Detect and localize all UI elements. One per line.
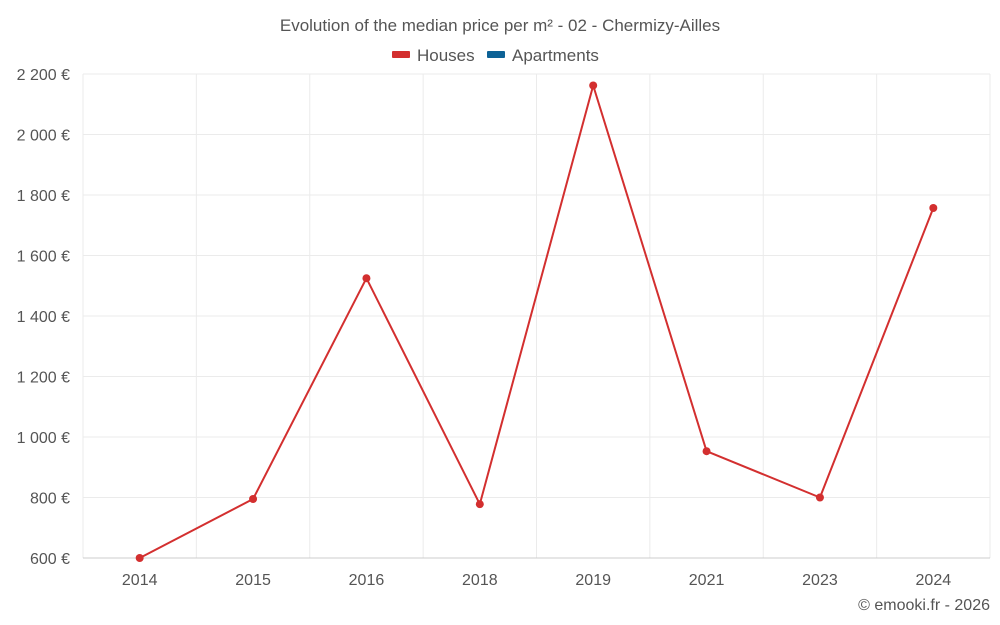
chart-title: Evolution of the median price per m² - 0… — [280, 16, 720, 35]
grid — [82, 73, 991, 558]
y-tick-label: 2 200 € — [17, 67, 70, 84]
legend-label-houses: Houses — [417, 46, 475, 65]
x-tick-label: 2016 — [349, 572, 385, 589]
series-houses — [135, 81, 938, 562]
y-tick-label: 600 € — [30, 551, 70, 568]
y-tick-label: 1 000 € — [17, 430, 70, 447]
y-tick-label: 800 € — [30, 491, 70, 508]
y-axis-ticks: 600 € 800 € 1 000 € 1 200 € 1 400 € 1 600 € 1 … — [17, 67, 70, 568]
y-tick-label: 1 800 € — [17, 188, 70, 205]
legend-swatch-apartments — [487, 51, 505, 58]
credit-text: © emooki.fr - 2026 — [858, 597, 990, 614]
x-tick-label: 2018 — [462, 572, 498, 589]
y-tick-label: 1 600 € — [17, 249, 70, 266]
x-tick-label: 2019 — [575, 572, 611, 589]
legend-item-apartments[interactable]: Apartments — [487, 46, 599, 65]
series-line-houses — [139, 84, 935, 559]
data-point-houses[interactable] — [589, 81, 598, 90]
legend: Houses Apartments — [392, 46, 599, 65]
x-tick-label: 2021 — [689, 572, 725, 589]
data-point-houses[interactable] — [929, 204, 938, 213]
x-tick-label: 2015 — [235, 572, 271, 589]
legend-label-apartments: Apartments — [512, 46, 599, 65]
data-point-houses[interactable] — [135, 554, 144, 562]
y-tick-label: 1 200 € — [17, 370, 70, 387]
legend-swatch-houses — [392, 51, 410, 58]
data-point-houses[interactable] — [815, 493, 824, 502]
x-tick-label: 2014 — [122, 572, 158, 589]
data-point-houses[interactable] — [362, 274, 371, 283]
data-point-houses[interactable] — [475, 500, 484, 509]
y-tick-label: 2 000 € — [17, 128, 70, 145]
x-axis-ticks: 2014 2015 2016 2018 2019 2021 2023 2024 — [122, 572, 951, 589]
x-tick-label: 2023 — [802, 572, 838, 589]
data-point-houses[interactable] — [249, 495, 258, 504]
x-tick-label: 2024 — [916, 572, 952, 589]
y-tick-label: 1 400 € — [17, 309, 70, 326]
data-point-houses[interactable] — [702, 447, 711, 456]
legend-item-houses[interactable]: Houses — [392, 46, 475, 65]
